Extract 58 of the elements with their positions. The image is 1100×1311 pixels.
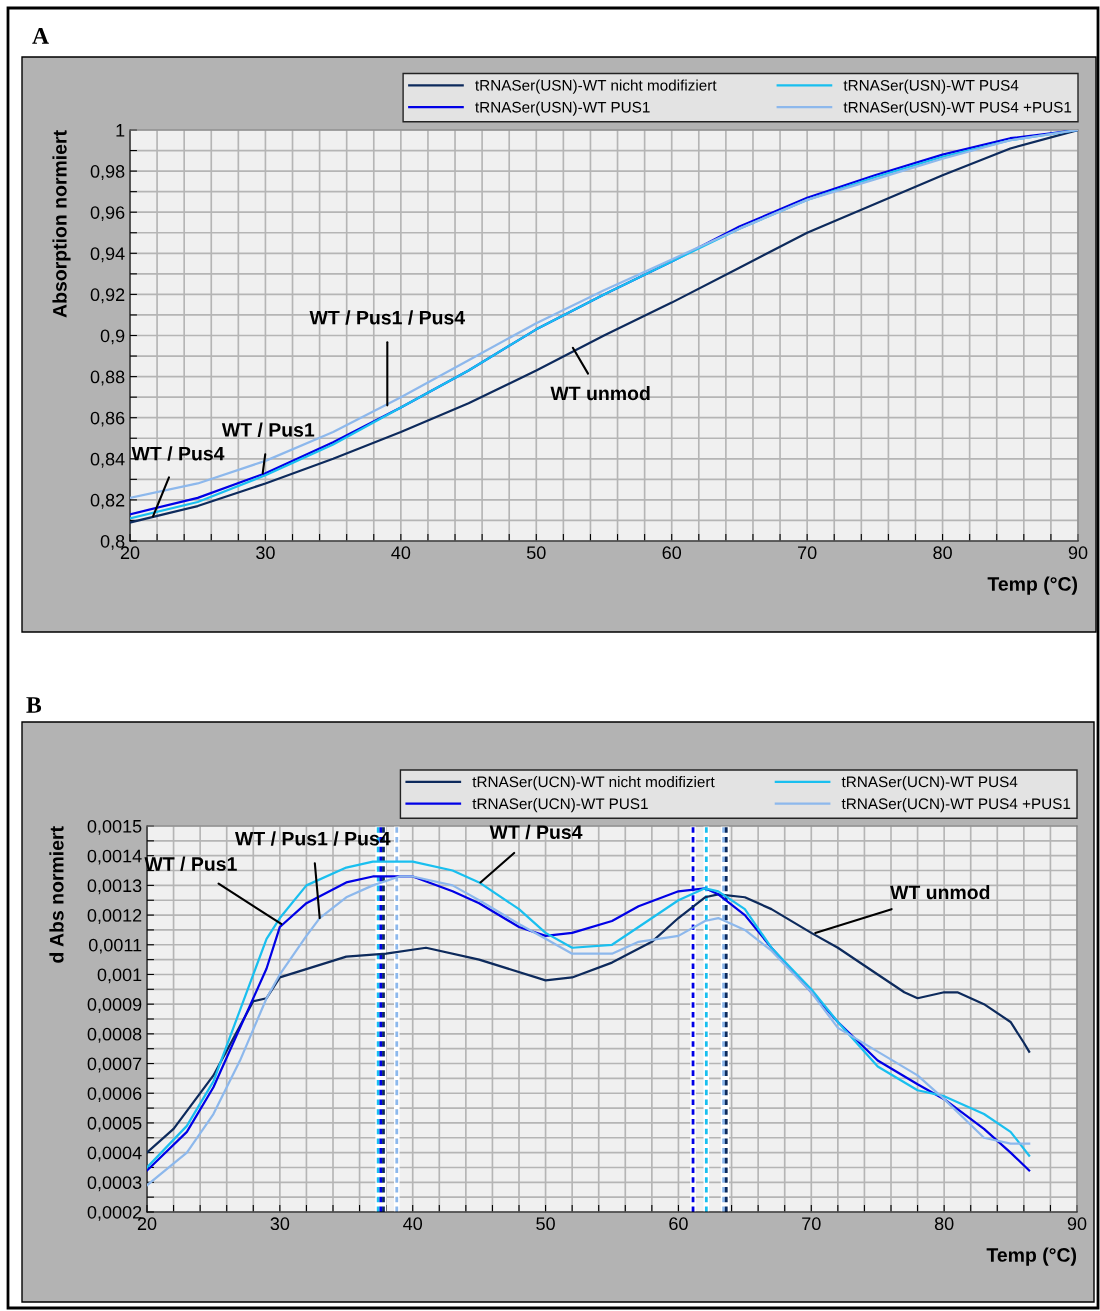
x-tick-label: 30	[270, 1217, 290, 1231]
legend-label: tRNASer(USN)-WT PUS4 +PUS1	[843, 101, 1072, 116]
x-axis-title: Temp (°C)	[987, 576, 1078, 595]
y-tick-label: 0,0014	[87, 849, 142, 865]
x-tick-label: 90	[1067, 1217, 1087, 1231]
y-tick-label: 0,0008	[87, 1027, 142, 1043]
y-tick-label: 0,0009	[87, 998, 142, 1014]
y-tick-label: 0,0007	[87, 1057, 142, 1073]
x-tick-label: 50	[526, 546, 546, 560]
y-tick-label: 0,0011	[88, 938, 142, 954]
y-tick-label: 0,82	[90, 493, 125, 509]
y-tick-label: 0,88	[90, 370, 125, 386]
legend-label: tRNASer(UCN)-WT PUS1	[472, 797, 648, 813]
x-tick-label: 40	[403, 1217, 423, 1231]
y-axis-title: d Abs normiert	[49, 826, 64, 963]
legend-label: tRNASer(USN)-WT PUS1	[475, 101, 650, 116]
y-tick-label: 0,0003	[87, 1176, 142, 1192]
y-tick-label: 1	[116, 124, 125, 137]
annotation: WT / Pus1 / Pus4	[309, 310, 466, 325]
x-tick-label: 60	[662, 546, 682, 560]
annotation: WT / Pus4	[131, 446, 225, 461]
y-tick-label: 0,0005	[87, 1116, 142, 1132]
y-tick-label: 0,0006	[87, 1087, 142, 1103]
y-tick-label: 0,92	[90, 288, 125, 304]
x-tick-label: 80	[934, 1217, 954, 1231]
annotation: WT / Pus1 / Pus4	[235, 831, 391, 846]
y-tick-label: 0,001	[97, 968, 142, 984]
legend-label: tRNASer(USN)-WT nicht modifiziert	[475, 79, 717, 94]
x-tick-label: 30	[256, 546, 275, 560]
y-tick-label: 0,94	[90, 247, 125, 263]
y-tick-label: 0,84	[90, 452, 125, 468]
x-tick-label: 70	[802, 1217, 821, 1231]
legend-label: tRNASer(UCN)-WT PUS4 +PUS1	[841, 797, 1071, 813]
y-tick-label: 0,96	[90, 206, 125, 222]
x-tick-label: 40	[391, 546, 411, 560]
annotation: WT unmod	[550, 385, 650, 401]
y-tick-label: 0,0012	[87, 909, 142, 924]
x-tick-label: 80	[933, 546, 952, 560]
y-tick-label: 0,0013	[87, 879, 142, 895]
y-tick-label: 0,0004	[87, 1146, 142, 1162]
annotation: WT / Pus4	[489, 824, 583, 840]
annotation: WT / Pus1	[221, 422, 315, 437]
x-tick-label: 90	[1068, 546, 1088, 560]
annotation: WT unmod	[890, 884, 990, 900]
x-axis-title: Temp (°C)	[986, 1247, 1077, 1266]
x-tick-label: 70	[798, 546, 817, 560]
y-axis-title: Absorption normiert	[52, 130, 71, 318]
legend-label: tRNASer(USN)-WT PUS4	[843, 79, 1019, 94]
y-tick-label: 0,0015	[87, 819, 142, 835]
chart-title: A	[32, 28, 49, 44]
chart-title: B	[26, 697, 42, 713]
x-tick-label: 60	[669, 1217, 688, 1231]
x-tick-label: 50	[536, 1217, 555, 1231]
legend-label: tRNASer(UCN)-WT PUS4	[841, 776, 1018, 791]
y-tick-label: 0,9	[100, 329, 125, 345]
y-tick-label: 0,86	[90, 411, 125, 427]
y-tick-label: 0,98	[90, 165, 125, 180]
legend-label: tRNASer(UCN)-WT nicht modifiziert	[472, 776, 715, 791]
